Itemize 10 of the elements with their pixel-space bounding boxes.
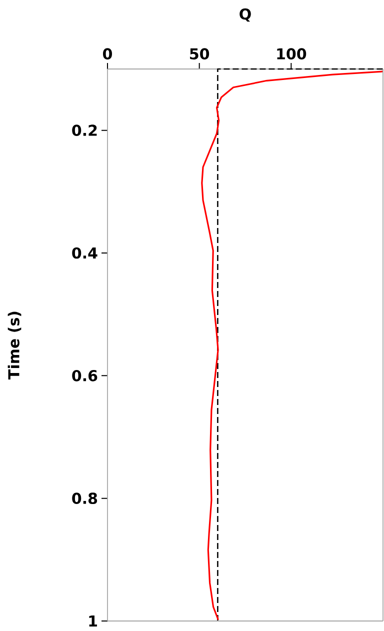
- y-axis-title: Time (s): [8, 312, 22, 380]
- x-tick-label: 0: [103, 48, 112, 60]
- x-axis-title: Q: [240, 8, 251, 22]
- y-tick-label: 0.2: [72, 124, 97, 136]
- x-tick-label: 100: [277, 48, 306, 60]
- y-tick-label: 1: [89, 616, 97, 626]
- y-tick-label: 0.4: [72, 247, 98, 259]
- x-tick-label: 50: [190, 48, 210, 60]
- y-tick-label: 0.6: [72, 370, 98, 382]
- y-tick-label: 0.8: [72, 492, 98, 504]
